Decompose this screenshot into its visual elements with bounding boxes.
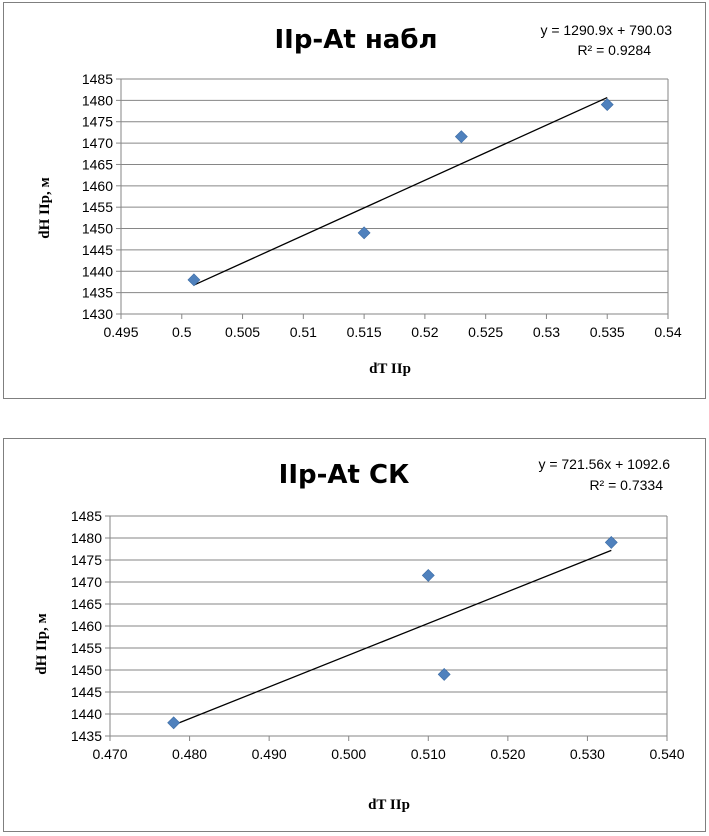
x-tick-label: 0.490 (252, 746, 287, 762)
x-tick-label: 0.53 (533, 324, 560, 340)
y-tick-label: 1435 (82, 285, 113, 301)
x-tick-label: 0.515 (347, 324, 382, 340)
data-point-marker (357, 226, 371, 240)
y-tick-label: 1465 (71, 596, 102, 612)
y-tick-label: 1435 (71, 728, 102, 744)
y-tick-label: 1445 (82, 242, 113, 258)
x-tick-label: 0.495 (103, 324, 138, 340)
y-tick-label: 1440 (71, 706, 102, 722)
data-point-marker (600, 98, 614, 112)
data-point-marker (187, 273, 201, 287)
y-tick-label: 1475 (82, 114, 113, 130)
x-tick-label: 0.535 (590, 324, 625, 340)
data-point-marker (604, 535, 618, 549)
trendline (193, 96, 608, 286)
data-point-marker (167, 716, 181, 730)
y-tick-label: 1455 (71, 640, 102, 656)
y-tick-label: 1445 (71, 684, 102, 700)
chart-panel-2: IIр-At СК y = 721.56x + 1092.6 R² = 0.73… (3, 438, 706, 832)
trendline-equation: y = 1290.9x + 790.03 (540, 22, 672, 38)
r-squared-label: R² = 0.7334 (589, 477, 663, 493)
y-tick-label: 1475 (71, 552, 102, 568)
y-tick-label: 1470 (71, 574, 102, 590)
y-tick-label: 1455 (82, 199, 113, 215)
x-tick-label: 0.525 (468, 324, 503, 340)
plot-area: 1430 1435 1440 1445 1450 1455 1460 1465 1470 1475… (82, 71, 682, 340)
x-axis-title: dT IIр (368, 797, 410, 813)
data-point-marker (421, 568, 435, 582)
y-tick-label: 1430 (82, 306, 113, 322)
y-tick-label: 1450 (82, 221, 113, 237)
y-tick-label: 1460 (82, 178, 113, 194)
x-tick-label: 0.470 (92, 746, 127, 762)
y-tick-label: 1470 (82, 135, 113, 151)
x-tick-label: 0.480 (172, 746, 207, 762)
x-tick-label: 0.52 (411, 324, 438, 340)
y-tick-label: 1440 (82, 263, 113, 279)
y-tick-label: 1460 (71, 618, 102, 634)
chart-title: IIр-At СК (279, 460, 410, 490)
x-tick-label: 0.505 (225, 324, 260, 340)
data-point-marker (437, 667, 451, 681)
data-point-marker (454, 130, 468, 144)
y-tick-label: 1485 (82, 71, 113, 87)
y-tick-label: 1450 (71, 662, 102, 678)
chart-svg-1: IIр-At набл y = 1290.9x + 790.03 R² = 0.… (37, 22, 682, 377)
y-tick-label: 1485 (71, 508, 102, 524)
x-tick-label: 0.54 (654, 324, 681, 340)
x-tick-label: 0.5 (172, 324, 192, 340)
plot-area: 1435 1440 1445 1450 1455 1460 1465 1470 1475 1480… (71, 508, 685, 762)
y-axis-title: dH IIр, м (37, 177, 53, 239)
y-tick-label: 1480 (82, 92, 113, 108)
x-tick-label: 0.500 (331, 746, 366, 762)
x-tick-label: 0.510 (411, 746, 446, 762)
x-tick-label: 0.530 (570, 746, 605, 762)
y-tick-label: 1465 (82, 156, 113, 172)
chart-svg-2: IIр-At СК y = 721.56x + 1092.6 R² = 0.73… (34, 456, 685, 813)
chart-panel-1: IIр-At набл y = 1290.9x + 790.03 R² = 0.… (3, 2, 706, 399)
x-tick-label: 0.540 (649, 746, 684, 762)
y-tick-label: 1480 (71, 530, 102, 546)
y-axis-title: dH IIр, м (34, 613, 50, 675)
x-tick-label: 0.51 (290, 324, 317, 340)
x-axis-title: dT IIр (369, 361, 411, 377)
trendline (173, 549, 612, 726)
trendline-equation: y = 721.56x + 1092.6 (538, 456, 670, 472)
chart-title: IIр-At набл (274, 25, 437, 55)
x-tick-label: 0.520 (490, 746, 525, 762)
r-squared-label: R² = 0.9284 (577, 42, 651, 58)
